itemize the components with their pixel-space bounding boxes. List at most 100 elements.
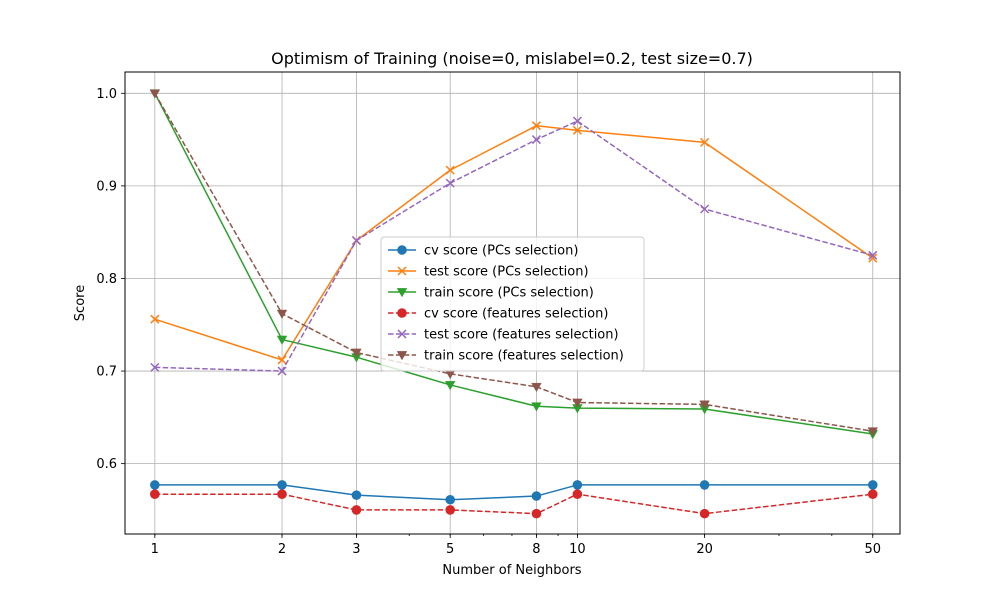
x-marker-stroke — [397, 266, 407, 276]
legend-label: test score (features selection) — [424, 328, 619, 343]
data-point — [572, 489, 583, 499]
series-line — [154, 92, 873, 435]
legend-label: cv score (features selection) — [424, 307, 608, 322]
legend-item: cv score (PCs selection) — [388, 244, 578, 259]
data-point — [867, 427, 878, 437]
legend-marker — [397, 329, 407, 339]
data-point — [444, 381, 456, 391]
data-point — [572, 125, 582, 135]
legend-marker — [397, 266, 407, 276]
legend-item: train score (PCs selection) — [388, 286, 594, 301]
legend-box — [380, 236, 645, 372]
data-point — [700, 137, 710, 147]
legend-marker — [397, 308, 407, 318]
data-point — [699, 400, 710, 410]
data-point — [351, 235, 361, 246]
x-tick-label: 20 — [696, 542, 713, 557]
data-point — [572, 480, 583, 490]
data-point — [150, 480, 160, 490]
series-line — [154, 493, 873, 515]
data-point — [277, 489, 287, 499]
x-tick-label: 10 — [569, 542, 586, 557]
x-marker-stroke — [150, 314, 160, 324]
x-marker-stroke — [700, 204, 710, 214]
legend-marker — [396, 288, 408, 298]
data-point — [445, 165, 455, 175]
legend-marker — [396, 351, 408, 361]
x-axis-label: Number of Neighbors — [442, 563, 581, 578]
x-marker-stroke — [445, 178, 455, 188]
x-tick-label: 5 — [446, 542, 454, 557]
legend-item: cv score (features selection) — [388, 307, 608, 322]
y-tick-label: 0.7 — [96, 365, 117, 380]
legend-label: cv score (PCs selection) — [424, 244, 578, 259]
x-marker-stroke — [868, 250, 878, 260]
x-axis: 1 2 3 5 8 10 20 50 — [151, 534, 881, 557]
x-marker-stroke — [868, 253, 878, 263]
y-tick-label: 1.0 — [96, 87, 117, 102]
legend-marker — [397, 245, 407, 255]
series-line — [154, 120, 873, 372]
x-marker-stroke — [397, 329, 407, 339]
legend-item: train score (features selection) — [388, 349, 624, 364]
data-point — [699, 480, 710, 490]
data-point — [276, 309, 288, 319]
data-point — [531, 508, 542, 519]
data-point — [867, 480, 878, 490]
data-point — [276, 335, 288, 345]
y-tick-label: 0.8 — [96, 272, 117, 287]
data-point — [277, 355, 287, 365]
y-tick-label: 0.6 — [96, 457, 117, 472]
x-tick-label: 8 — [532, 542, 540, 557]
x-marker-stroke — [351, 235, 361, 246]
y-tick-label: 0.9 — [96, 179, 117, 194]
legend-item: test score (features selection) — [388, 328, 619, 343]
chart-title: Optimism of Training (noise=0, mislabel=… — [271, 49, 753, 68]
data-point — [277, 480, 287, 490]
data-point — [351, 348, 362, 358]
data-point — [572, 116, 582, 126]
x-marker-stroke — [277, 366, 287, 376]
data-point — [531, 402, 542, 412]
series-line — [154, 124, 874, 361]
legend-label: test score (PCs selection) — [424, 265, 589, 280]
data-point — [531, 135, 541, 145]
data-point — [150, 362, 160, 372]
legend-label: train score (PCs selection) — [424, 286, 594, 301]
series-6 — [149, 89, 878, 437]
y-axis-label: Score — [73, 285, 88, 321]
plot-area-frame — [124, 71, 901, 535]
x-marker-stroke — [572, 125, 582, 135]
data-point — [868, 253, 878, 263]
legend-item: test score (PCs selection) — [388, 265, 589, 280]
x-marker-stroke — [150, 362, 160, 372]
x-tick-label: 3 — [352, 542, 360, 557]
x-tick-label: 1 — [151, 542, 159, 557]
data-point — [531, 121, 541, 131]
data-point — [150, 314, 160, 324]
x-marker-stroke — [277, 355, 287, 365]
series-5 — [150, 116, 878, 376]
data-point — [699, 508, 710, 519]
data-point — [867, 489, 878, 499]
data-point — [868, 250, 878, 260]
data-point — [149, 89, 161, 99]
data-point — [445, 178, 455, 188]
data-point — [531, 382, 542, 393]
series-layer — [149, 89, 878, 519]
series-4 — [150, 489, 878, 519]
x-tick-label: 2 — [278, 542, 286, 557]
data-point — [531, 491, 542, 501]
y-axis: 0.6 0.7 0.8 0.9 1.0 — [96, 87, 125, 472]
data-point — [700, 204, 710, 214]
legend: cv score (PCs selection) test score (PCs … — [380, 236, 645, 372]
legend-label: train score (features selection) — [424, 349, 624, 364]
series-line — [154, 92, 873, 432]
x-tick-label: 50 — [864, 542, 881, 557]
data-point — [351, 490, 362, 500]
data-point — [572, 398, 583, 408]
data-point — [277, 366, 287, 376]
data-point — [351, 505, 362, 515]
x-marker-stroke — [531, 121, 541, 131]
